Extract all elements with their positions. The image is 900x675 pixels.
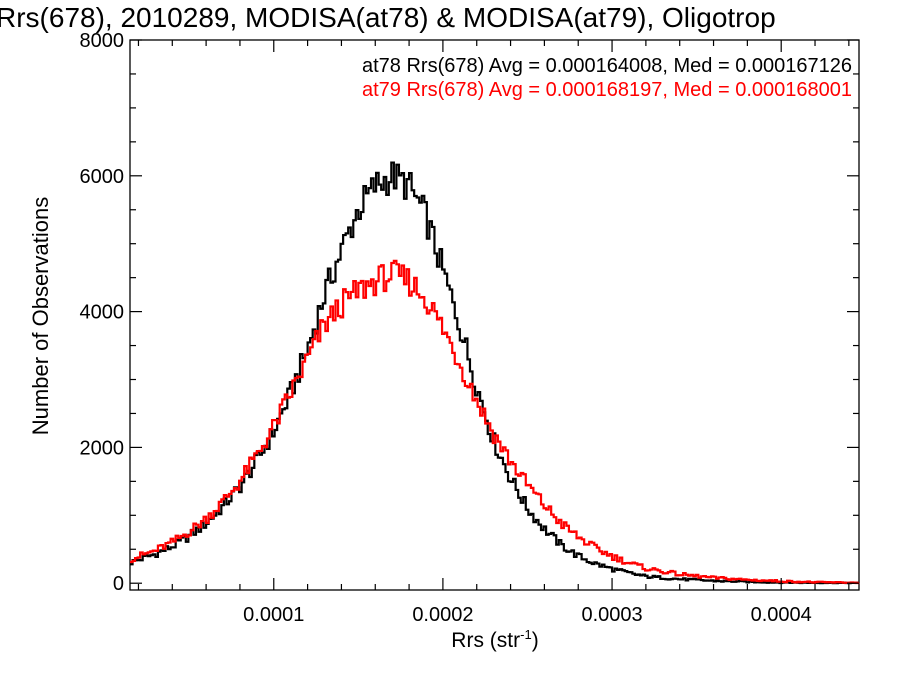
x-axis-label-superscript: -1 [520, 627, 532, 642]
histogram-line-at79 [130, 259, 860, 585]
x-tick-label: 0.0002 [412, 604, 473, 626]
x-tick-label: 0.0004 [751, 604, 812, 626]
tick-label-layer: 0.0001 0.0002 0.0003 0.0004 0 2000 4000 6000 800… [80, 30, 812, 626]
ticks-layer [130, 39, 859, 590]
legend-entry-at79: at79 Rrs(678) Avg = 0.000168197, Med = 0… [362, 79, 852, 101]
y-tick-label: 2000 [80, 437, 125, 459]
legend-entry-at78: at78 Rrs(678) Avg = 0.000164008, Med = 0… [362, 55, 852, 77]
y-tick-label: 0 [113, 573, 124, 595]
x-axis-label-main: Rrs (str [451, 629, 520, 652]
series-layer [130, 161, 860, 585]
plot-frame [129, 39, 860, 591]
y-tick-label: 4000 [80, 302, 125, 324]
chart-title: Rrs(678), 2010289, MODISA(at78) & MODISA… [0, 2, 776, 33]
y-axis-label: Number of Observations [28, 197, 53, 435]
x-axis-label-close: ) [532, 629, 539, 652]
x-tick-label: 0.0003 [581, 604, 642, 626]
x-axis-label: Rrs (str-1) [451, 627, 538, 652]
y-tick-label: 6000 [80, 166, 125, 188]
histogram-line-at78 [130, 161, 860, 585]
y-tick-label: 8000 [80, 30, 125, 52]
x-tick-label: 0.0001 [243, 604, 304, 626]
